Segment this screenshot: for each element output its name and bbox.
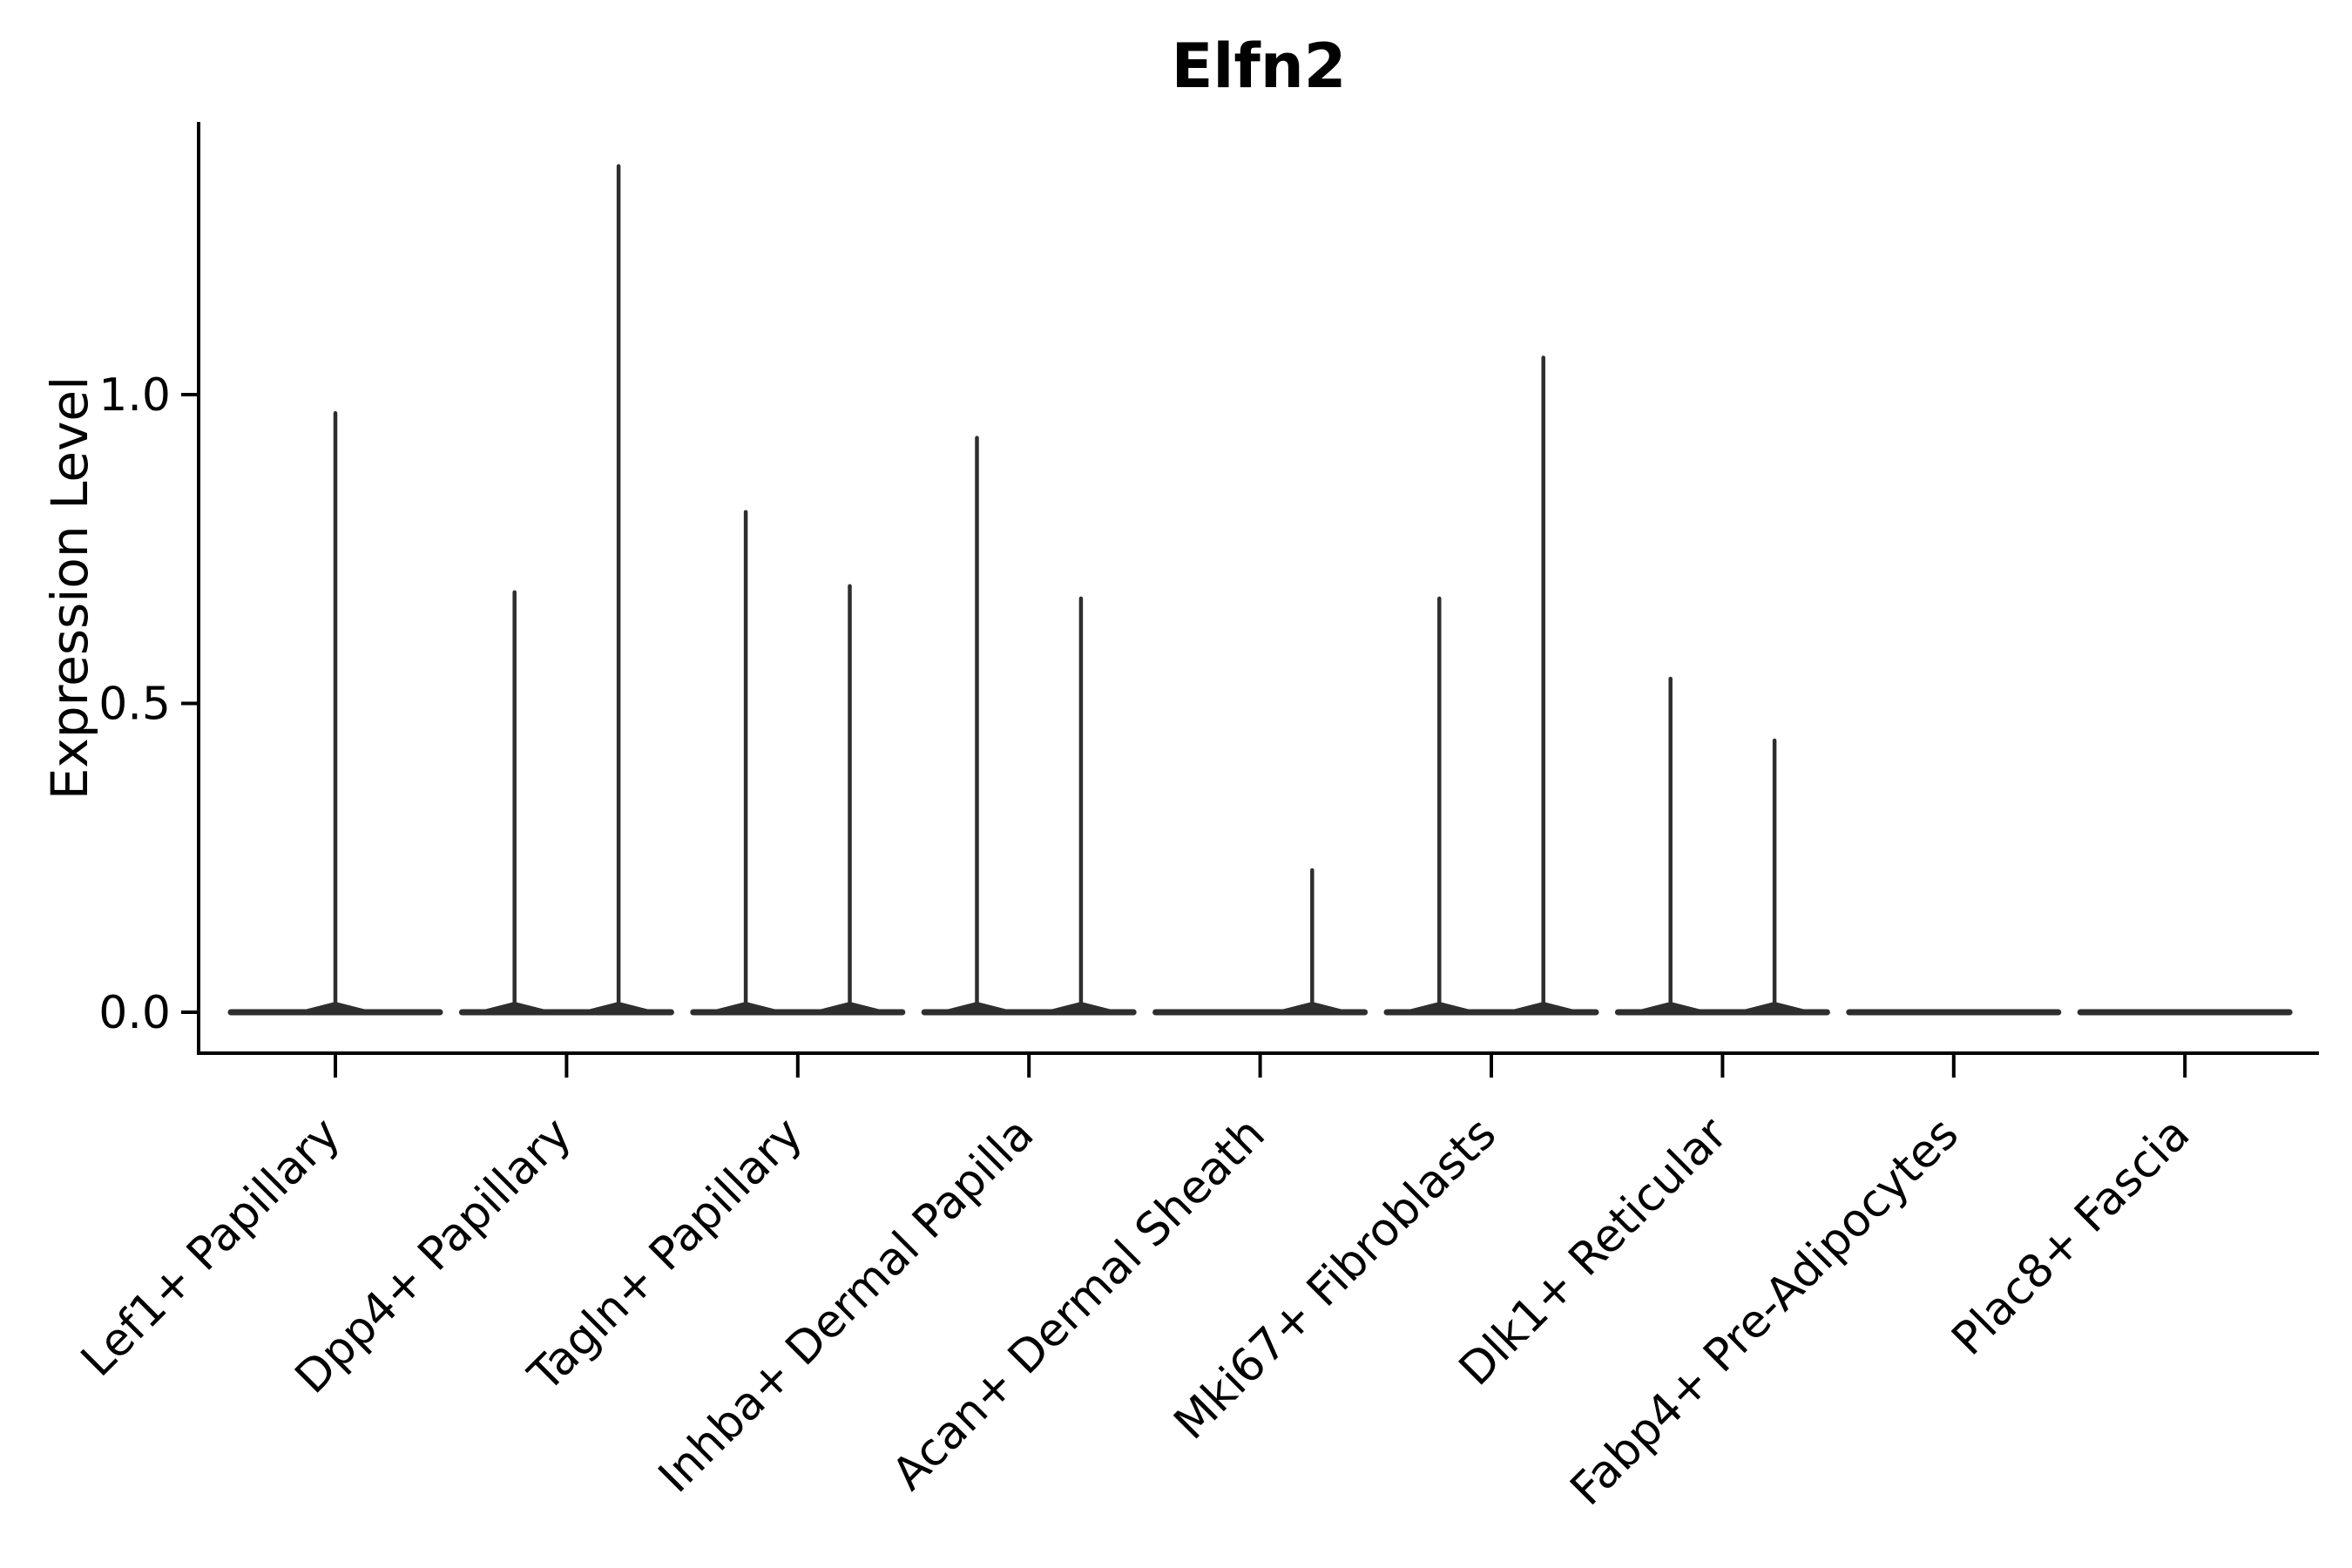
violin: [921, 436, 1137, 1016]
y-tick-label: 1.0: [98, 369, 171, 422]
violin: [1383, 355, 1599, 1016]
y-axis-label: Expression Level: [40, 376, 99, 800]
x-tick-label: Inhba+ Dermal Papilla: [649, 1108, 1044, 1503]
violin: [227, 411, 443, 1016]
x-tick-label: Fabp4+ Pre-Adipocytes: [1561, 1108, 1969, 1516]
violin: [690, 510, 906, 1016]
violin: [458, 164, 674, 1016]
x-tick-label: Plac8+ Fascia: [1943, 1108, 2200, 1366]
violin: [1152, 868, 1369, 1016]
violin: [1614, 676, 1830, 1016]
x-tick-label: Acan+ Dermal Sheath: [882, 1108, 1275, 1501]
y-tick-label: 0.0: [98, 987, 171, 1039]
y-tick-label: 0.5: [98, 679, 171, 731]
chart-title: Elfn2: [1172, 30, 1347, 102]
violin-layer: [227, 164, 2293, 1016]
